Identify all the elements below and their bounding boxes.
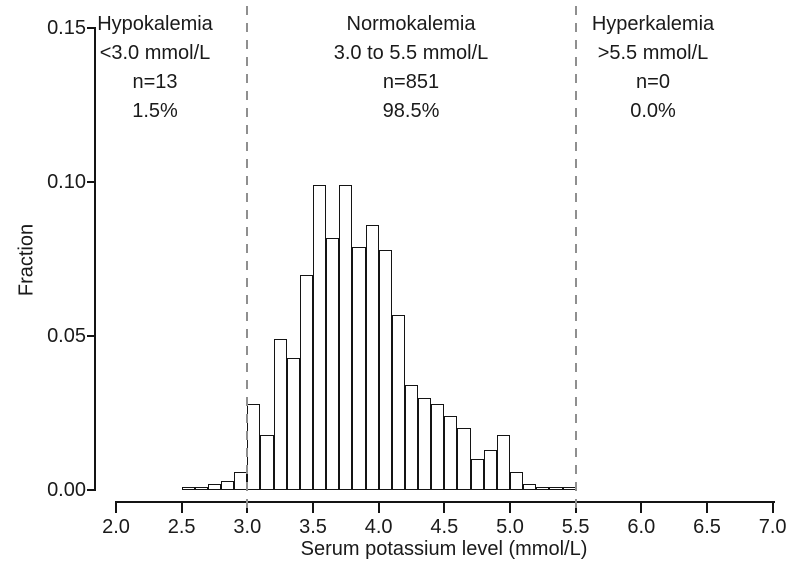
x-tick-label: 3.5	[299, 516, 327, 538]
histogram-bar	[207, 483, 222, 490]
x-tick-label: 2.5	[167, 516, 196, 538]
region-label-hypokalemia: Hypokalemia <3.0 mmol/L n=13 1.5%	[97, 10, 213, 126]
histogram-bar	[470, 459, 484, 490]
histogram-bar	[365, 225, 379, 490]
x-tick-label: 6.5	[693, 516, 721, 538]
region-title: Hyperkalemia	[591, 13, 715, 35]
region-title: Hypokalemia	[97, 13, 213, 35]
region-count: n=851	[382, 71, 440, 93]
x-axis-line	[115, 501, 775, 503]
y-axis-title: Fraction	[15, 223, 38, 297]
x-tick	[508, 503, 511, 513]
y-tick-label: 0.05	[47, 325, 86, 348]
region-count: n=13	[132, 71, 178, 93]
histogram-bar	[483, 449, 497, 490]
x-tick-label: 7.0	[758, 516, 787, 538]
y-tick	[87, 335, 95, 338]
histogram-bar	[339, 185, 353, 490]
reference-line	[246, 6, 249, 514]
x-tick	[115, 503, 117, 513]
x-tick	[377, 503, 380, 513]
y-axis-line	[94, 27, 96, 491]
y-tick-label: 0.10	[47, 171, 86, 194]
histogram-bar	[457, 428, 471, 490]
reference-line	[574, 6, 577, 514]
x-tick-label: 6.0	[627, 516, 656, 538]
y-tick	[87, 489, 95, 491]
histogram-bar	[273, 339, 287, 490]
histogram-bar	[312, 185, 327, 490]
region-range: <3.0 mmol/L	[99, 42, 211, 64]
histogram-bar	[549, 486, 563, 490]
histogram-bar	[391, 314, 405, 490]
x-tick	[443, 503, 446, 513]
x-tick	[311, 503, 314, 513]
y-tick-label: 0.15	[47, 17, 86, 40]
x-tick	[771, 503, 774, 513]
x-tick	[705, 503, 708, 513]
histogram-bar	[260, 434, 274, 490]
region-percent: 98.5%	[382, 100, 440, 122]
histogram-bar	[299, 274, 313, 490]
histogram-bar	[509, 471, 524, 490]
histogram-bar	[181, 486, 195, 490]
histogram-bar	[378, 249, 392, 490]
region-title: Normokalemia	[346, 13, 476, 35]
histogram-bar	[536, 486, 550, 490]
histogram-bar	[247, 403, 261, 490]
histogram-bar	[496, 434, 510, 490]
histogram-bar	[221, 480, 235, 490]
region-count: n=0	[636, 71, 670, 93]
x-tick-label: 5.0	[496, 516, 524, 538]
histogram-bar	[404, 385, 419, 490]
y-tick	[87, 27, 95, 30]
x-tick-label: 5.5	[561, 516, 590, 538]
histogram-bar	[418, 397, 432, 490]
x-tick-label: 4.0	[364, 516, 393, 538]
region-range: >5.5 mmol/L	[597, 42, 709, 64]
region-label-normokalemia: Normokalemia 3.0 to 5.5 mmol/L n=851 98.…	[334, 10, 489, 126]
y-tick	[87, 181, 95, 184]
region-percent: 1.5%	[132, 100, 178, 122]
region-percent: 0.0%	[630, 100, 676, 122]
x-tick	[180, 503, 183, 513]
region-range: 3.0 to 5.5 mmol/L	[333, 42, 489, 64]
histogram-bar	[194, 486, 208, 490]
x-tick-label: 3.0	[233, 516, 262, 538]
histogram-bar	[352, 246, 366, 490]
histogram-bar	[523, 483, 537, 490]
histogram-bar	[431, 403, 445, 490]
y-tick-label: 0.00	[47, 479, 86, 501]
x-tick-label: 4.5	[430, 516, 459, 538]
histogram-bar	[286, 357, 300, 490]
histogram-bar	[326, 237, 340, 490]
x-tick-label: 2.0	[102, 516, 130, 538]
histogram-bar	[444, 416, 458, 490]
x-axis-title: Serum potassium level (mmol/L)	[300, 538, 588, 560]
region-label-hyperkalemia: Hyperkalemia >5.5 mmol/L n=0 0.0%	[592, 10, 714, 126]
x-tick	[640, 503, 643, 513]
